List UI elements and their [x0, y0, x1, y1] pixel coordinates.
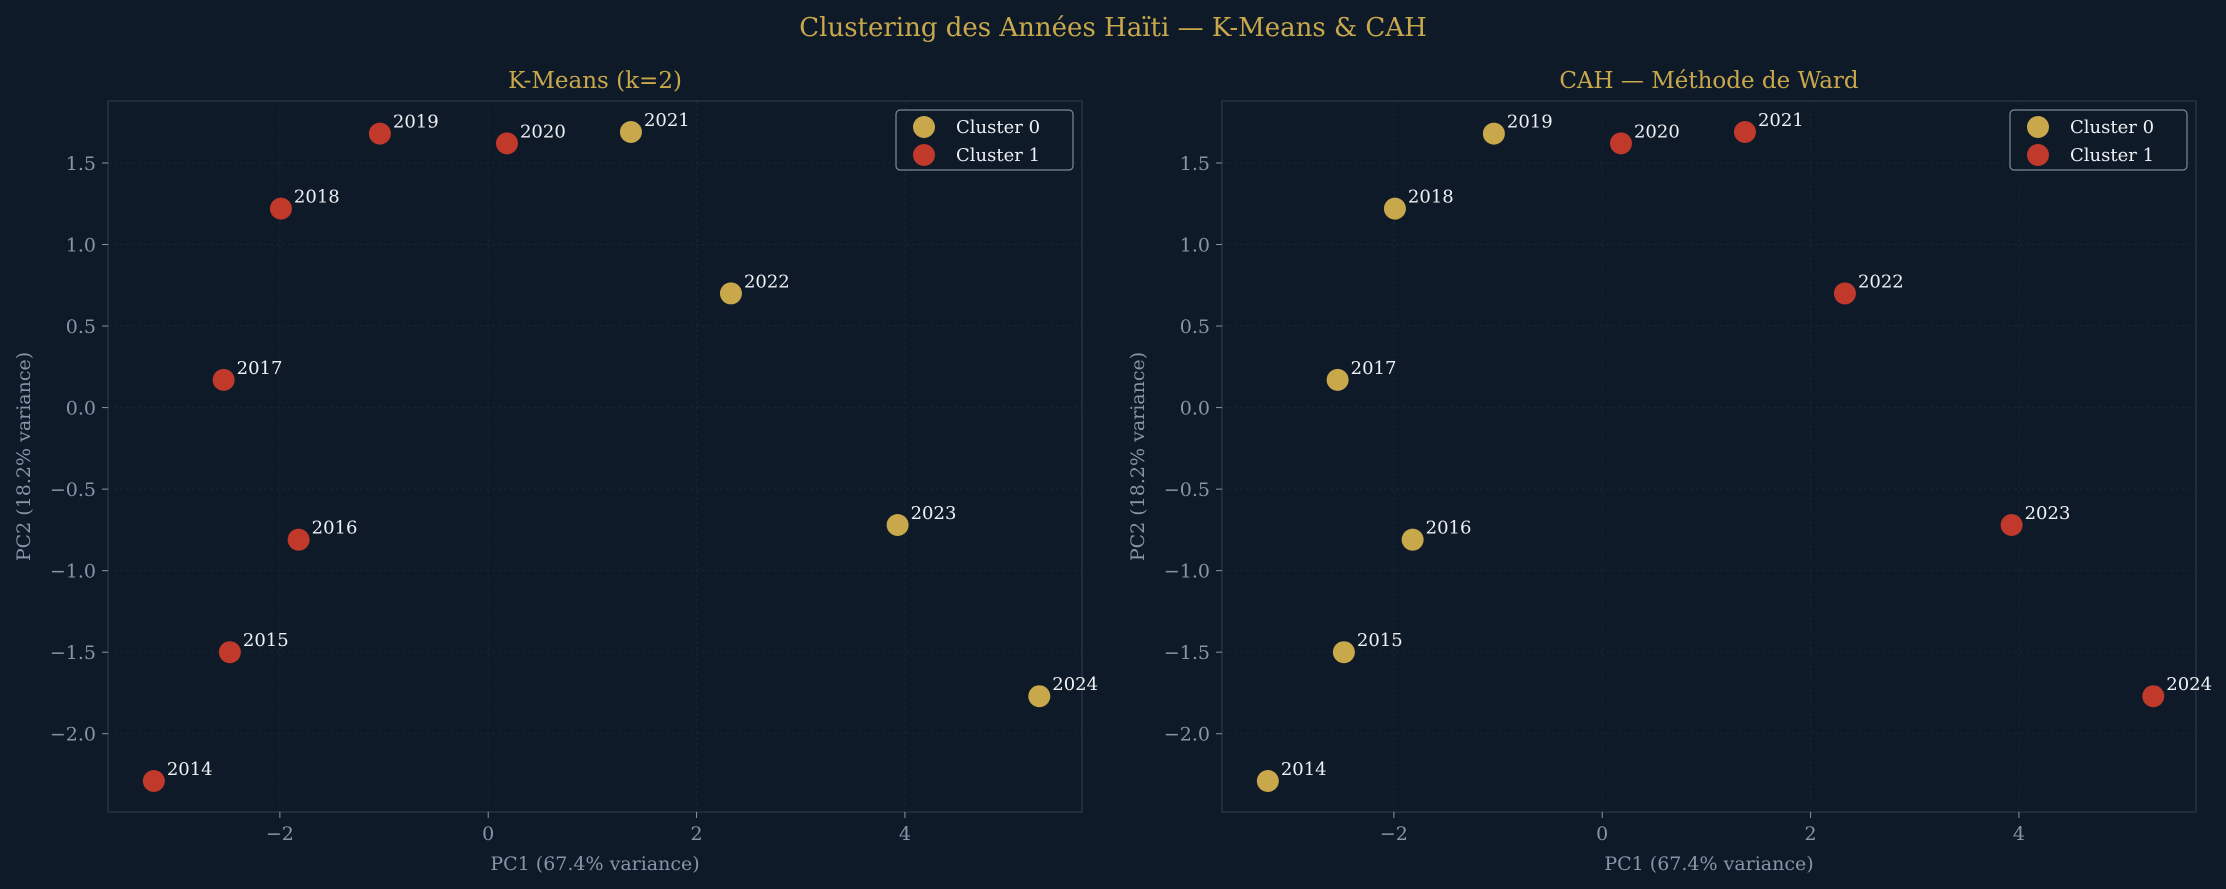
point-label: 2017 [1351, 358, 1397, 379]
x-tick-label: 4 [2013, 823, 2025, 845]
data-point [1833, 282, 1856, 305]
point-label: 2023 [2025, 503, 2071, 524]
axes-frame [107, 100, 1083, 813]
point-label: 2022 [1858, 271, 1904, 292]
legend-box [2009, 109, 2188, 171]
plot-area [1222, 101, 2196, 812]
y-tick-label: −2.0 [50, 724, 96, 746]
legend-marker [913, 144, 935, 166]
data-point [1482, 122, 1505, 145]
point-label: 2023 [911, 503, 957, 524]
data-point [1332, 641, 1355, 664]
y-tick-label: −1.0 [50, 561, 96, 583]
point-label: 2018 [1408, 187, 1454, 208]
point-label: 2022 [744, 271, 790, 292]
data-point [212, 368, 235, 391]
data-point [218, 641, 241, 664]
data-point [1326, 368, 1349, 391]
legend-label: Cluster 1 [2070, 145, 2154, 166]
y-tick-label: 1.5 [66, 153, 96, 175]
y-tick-label: 1.0 [66, 235, 96, 257]
x-tick-label: 0 [1596, 823, 1608, 845]
data-point [1401, 528, 1424, 551]
legend-label: Cluster 0 [2070, 117, 2154, 138]
data-point [142, 770, 165, 793]
point-label: 2016 [312, 518, 358, 539]
y-axis-label: PC2 (18.2% variance) [1127, 352, 1149, 561]
point-label: 2021 [644, 110, 690, 131]
data-point [619, 120, 642, 143]
data-point [1609, 132, 1632, 155]
data-point [1733, 120, 1756, 143]
x-tick-label: −2 [1380, 823, 1408, 845]
y-tick-label: 0.5 [1180, 316, 1210, 338]
data-point [1383, 197, 1406, 220]
y-tick-label: 1.0 [1180, 235, 1210, 257]
y-tick-label: 0.0 [66, 398, 96, 420]
data-point [2000, 513, 2023, 536]
legend-label: Cluster 0 [956, 117, 1040, 138]
x-axis-label: PC1 (67.4% variance) [490, 853, 699, 875]
x-tick-label: −2 [266, 823, 294, 845]
point-label: 2014 [167, 759, 213, 780]
point-label: 2021 [1758, 110, 1804, 131]
point-label: 2019 [393, 112, 439, 133]
point-label: 2020 [520, 121, 566, 142]
point-label: 2015 [1357, 630, 1403, 651]
data-point [1256, 770, 1279, 793]
point-label: 2016 [1426, 518, 1472, 539]
point-label: 2024 [2166, 674, 2212, 695]
legend-label: Cluster 1 [956, 145, 1040, 166]
data-point [1028, 685, 1051, 708]
y-tick-label: 0.0 [1180, 398, 1210, 420]
data-point [269, 197, 292, 220]
x-tick-label: 2 [691, 823, 703, 845]
y-tick-label: −0.5 [50, 479, 96, 501]
point-label: 2017 [237, 358, 283, 379]
plot-area [108, 101, 1082, 812]
y-tick-label: −0.5 [1164, 479, 1210, 501]
data-point [719, 282, 742, 305]
y-tick-label: −1.0 [1164, 561, 1210, 583]
x-tick-label: 0 [482, 823, 494, 845]
chart-title: K-Means (k=2) [508, 68, 682, 94]
point-label: 2020 [1634, 121, 1680, 142]
x-tick-label: 4 [899, 823, 911, 845]
legend-marker [913, 116, 935, 138]
legend-marker [2027, 116, 2049, 138]
x-axis-label: PC1 (67.4% variance) [1604, 853, 1813, 875]
x-tick-label: 2 [1805, 823, 1817, 845]
data-point [2142, 685, 2165, 708]
data-point [495, 132, 518, 155]
figure-suptitle: Clustering des Années Haïti — K-Means & … [799, 13, 1427, 43]
legend-marker [2027, 144, 2049, 166]
y-tick-label: 0.5 [66, 316, 96, 338]
data-point [886, 513, 909, 536]
axes-frame [1221, 100, 2197, 813]
y-tick-label: 1.5 [1180, 153, 1210, 175]
cah-panel: −2 0 2 4 −2.0 −1.5 −1.0 −0.5 0.0 0.5 1.0 1.5 PC1 (67… [1127, 68, 2212, 875]
point-label: 2019 [1507, 112, 1553, 133]
kmeans-panel: −2 0 2 4 −2.0 −1.5 −1.0 −0.5 0.0 0.5 1.0 1.5 PC1 (67… [13, 68, 1098, 875]
point-label: 2018 [294, 187, 340, 208]
data-point [368, 122, 391, 145]
point-label: 2014 [1281, 759, 1327, 780]
y-axis-label: PC2 (18.2% variance) [13, 352, 35, 561]
point-label: 2024 [1052, 674, 1098, 695]
y-tick-label: −2.0 [1164, 724, 1210, 746]
legend-box [895, 109, 1074, 171]
data-point [287, 528, 310, 551]
chart-title: CAH — Méthode de Ward [1559, 68, 1859, 94]
point-label: 2015 [243, 630, 289, 651]
y-tick-label: −1.5 [50, 642, 96, 664]
y-tick-label: −1.5 [1164, 642, 1210, 664]
